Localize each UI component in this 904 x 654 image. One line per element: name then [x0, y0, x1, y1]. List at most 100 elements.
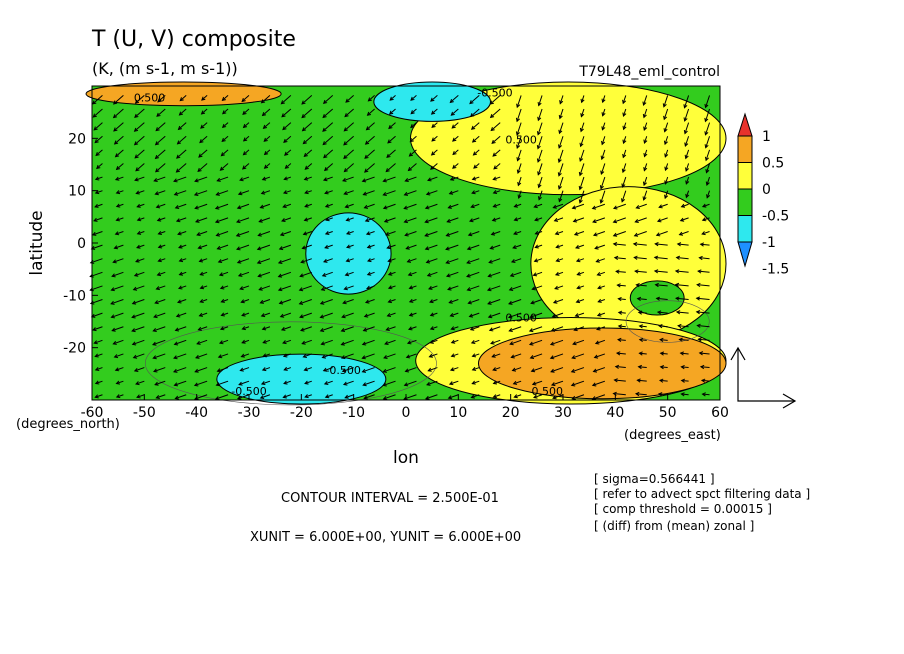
wind-vector: [366, 231, 375, 235]
x-tick-label: 30: [554, 405, 572, 421]
wind-vector-head: [701, 231, 706, 236]
x-tick-label: 50: [659, 405, 677, 421]
wind-vector-head: [406, 258, 412, 263]
wind-vector-head: [697, 269, 702, 274]
wind-vector-head: [115, 190, 121, 195]
wind-vector: [680, 217, 689, 222]
wind-vector: [95, 394, 103, 398]
wind-vector-head: [217, 354, 223, 359]
wind-vector: [622, 95, 627, 104]
wind-vector: [116, 394, 124, 398]
wind-vector: [242, 326, 250, 330]
wind-vector-head: [507, 314, 513, 319]
wind-vector-head: [135, 258, 140, 263]
y-tick-label: -20: [63, 341, 86, 357]
wind-vector-head: [342, 381, 348, 386]
wind-vector: [341, 326, 354, 332]
wind-vector: [572, 203, 585, 209]
wind-vector: [445, 244, 459, 250]
wind-vector: [346, 244, 354, 248]
wind-vector: [613, 243, 626, 246]
colorbar-label: -0.5: [762, 209, 789, 225]
wind-vector-head: [596, 271, 601, 276]
wind-vector-head: [683, 117, 688, 122]
wind-vector: [179, 108, 187, 116]
wind-vector-head: [410, 110, 415, 115]
wind-vector-head: [570, 382, 576, 387]
wind-vector-head: [429, 299, 434, 304]
wind-vector: [685, 149, 690, 159]
wind-vector: [409, 149, 417, 157]
wind-vector: [262, 176, 271, 181]
wind-vector-head: [578, 171, 583, 177]
wind-vector: [618, 339, 626, 341]
wind-vector: [406, 353, 417, 358]
wind-vector-head: [663, 140, 668, 146]
wind-vector: [492, 353, 501, 358]
wind-vector-head: [387, 299, 392, 304]
wind-vector: [555, 231, 564, 235]
wind-vector-head: [284, 164, 289, 169]
wind-vector: [664, 122, 669, 132]
wind-vector-head: [303, 176, 309, 181]
wind-vector: [579, 149, 585, 162]
wind-vector: [222, 122, 229, 128]
wind-vector: [622, 176, 627, 188]
wind-vector-head: [382, 368, 387, 373]
wind-vector: [574, 326, 585, 331]
wind-vector-head: [492, 367, 497, 372]
wind-vector-head: [216, 177, 221, 182]
wind-vector: [430, 326, 438, 330]
wind-vector-head: [387, 285, 393, 290]
wind-vector: [529, 339, 543, 346]
wind-vector: [283, 135, 292, 143]
wind-vector-head: [198, 312, 204, 317]
wind-vector: [174, 190, 187, 196]
wind-vector-head: [173, 355, 178, 360]
wind-vector: [92, 95, 103, 105]
wind-vector-head: [220, 298, 225, 303]
wind-vector-head: [221, 110, 227, 115]
wind-vector-head: [178, 258, 184, 263]
wind-vector: [616, 352, 626, 355]
wind-vector: [283, 353, 292, 357]
wind-vector-head: [94, 394, 99, 399]
wind-vector-head: [135, 190, 140, 195]
wind-vector: [425, 394, 438, 400]
wind-vector: [447, 285, 459, 290]
wind-vector: [175, 326, 187, 331]
wind-vector: [216, 190, 229, 196]
wind-vector-head: [573, 231, 579, 236]
wind-vector-head: [537, 183, 542, 189]
wind-vector: [362, 367, 375, 373]
wind-vector: [91, 312, 103, 318]
wind-vector: [491, 231, 501, 235]
wind-vector: [635, 217, 647, 223]
wind-vector-head: [282, 353, 288, 358]
wind-vector-head: [575, 244, 580, 249]
wind-vector-head: [114, 367, 120, 372]
wind-vector: [530, 353, 543, 359]
wind-vector: [387, 312, 396, 317]
wind-vector-head: [261, 326, 267, 331]
wind-vector: [221, 135, 229, 142]
colorbar-cap-top: [737, 112, 753, 137]
wind-vector: [137, 231, 145, 235]
wind-vector: [220, 285, 229, 289]
wind-vector-head: [553, 217, 559, 222]
wind-vector: [263, 339, 271, 344]
wind-vector-head: [345, 217, 350, 222]
wind-vector: [320, 312, 333, 318]
wind-vector-head: [488, 327, 494, 332]
wind-vector-head: [324, 230, 330, 235]
wind-vector-head: [685, 167, 690, 172]
wind-vector-head: [557, 172, 562, 177]
wind-vector-head: [131, 341, 137, 346]
colorbar-segment: [737, 162, 753, 190]
wind-vector: [558, 149, 564, 163]
wind-vector: [200, 299, 208, 303]
wind-vector: [94, 203, 103, 208]
wind-vector-head: [343, 168, 348, 173]
wind-vector: [408, 271, 417, 276]
wind-vector-head: [533, 204, 538, 209]
